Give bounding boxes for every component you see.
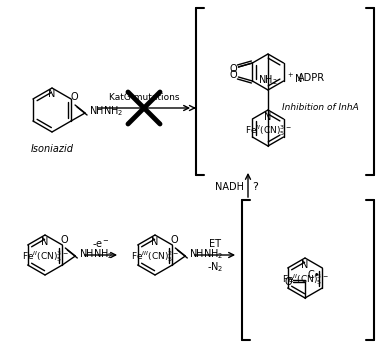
Text: Fe$^{II}$(CN)$_5^{3-}$: Fe$^{II}$(CN)$_5^{3-}$ [22,249,68,264]
Text: NHNH$_2$: NHNH$_2$ [79,247,114,261]
Text: N: N [264,112,272,122]
Text: O: O [230,70,237,80]
Text: C•: C• [307,270,320,280]
Text: N: N [48,89,56,99]
Text: N: N [41,237,49,247]
Text: O: O [60,235,68,245]
Text: NHNH$_2$: NHNH$_2$ [189,247,223,261]
Text: Fe$^{III}$(CN)$_5^{2-}$: Fe$^{III}$(CN)$_5^{2-}$ [131,249,179,264]
Text: KatG mutations: KatG mutations [109,93,179,102]
Text: O: O [284,277,292,287]
Text: O: O [70,92,78,102]
Text: ADPR: ADPR [298,73,325,83]
Text: NADH: NADH [215,182,244,192]
Text: N: N [301,260,309,270]
Text: ET: ET [209,239,221,249]
Text: Isoniazid: Isoniazid [30,144,73,154]
Text: ?: ? [252,182,258,192]
Text: NHNH$_2$: NHNH$_2$ [89,104,123,118]
Text: -N$_2$: -N$_2$ [207,260,223,274]
Text: $^+$N: $^+$N [286,71,303,85]
Text: Fe$^{II}$(CN)$_5^{3-}$: Fe$^{II}$(CN)$_5^{3-}$ [282,272,328,287]
Text: Inhibition of InhA: Inhibition of InhA [282,104,358,112]
Text: O: O [230,64,237,74]
Text: -e$^-$: -e$^-$ [92,239,110,250]
Text: N: N [151,237,159,247]
Text: NH$_2$: NH$_2$ [258,73,278,87]
Text: Fe$^{II}$(CN)$_5^{3-}$: Fe$^{II}$(CN)$_5^{3-}$ [245,123,291,138]
Text: O: O [171,235,178,245]
